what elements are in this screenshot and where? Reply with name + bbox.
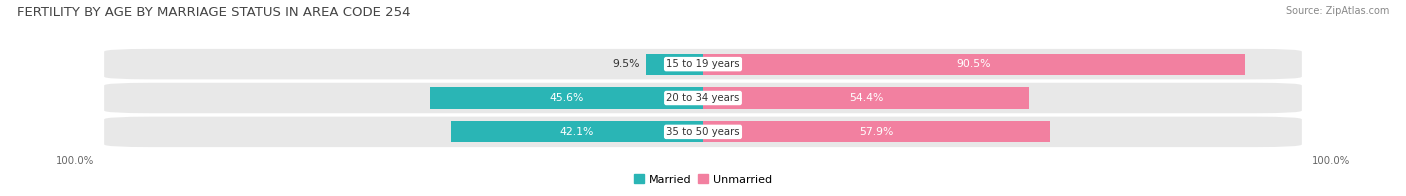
Text: 20 to 34 years: 20 to 34 years [666,93,740,103]
Text: 35 to 50 years: 35 to 50 years [666,127,740,137]
FancyBboxPatch shape [104,83,1302,113]
Text: 9.5%: 9.5% [613,59,640,69]
Bar [703,87,1029,109]
Bar [703,121,1050,142]
Bar [430,87,703,109]
Text: Source: ZipAtlas.com: Source: ZipAtlas.com [1285,6,1389,16]
Text: 90.5%: 90.5% [956,59,991,69]
FancyBboxPatch shape [104,117,1302,147]
Text: FERTILITY BY AGE BY MARRIAGE STATUS IN AREA CODE 254: FERTILITY BY AGE BY MARRIAGE STATUS IN A… [17,6,411,19]
Bar [451,121,703,142]
FancyBboxPatch shape [104,49,1302,79]
Text: 42.1%: 42.1% [560,127,595,137]
Text: 15 to 19 years: 15 to 19 years [666,59,740,69]
Bar [703,54,1244,75]
Text: 100.0%: 100.0% [1312,156,1350,166]
Text: 54.4%: 54.4% [849,93,883,103]
Text: 100.0%: 100.0% [56,156,94,166]
Text: 45.6%: 45.6% [550,93,583,103]
Legend: Married, Unmarried: Married, Unmarried [630,170,776,189]
Bar [647,54,703,75]
Text: 57.9%: 57.9% [859,127,894,137]
